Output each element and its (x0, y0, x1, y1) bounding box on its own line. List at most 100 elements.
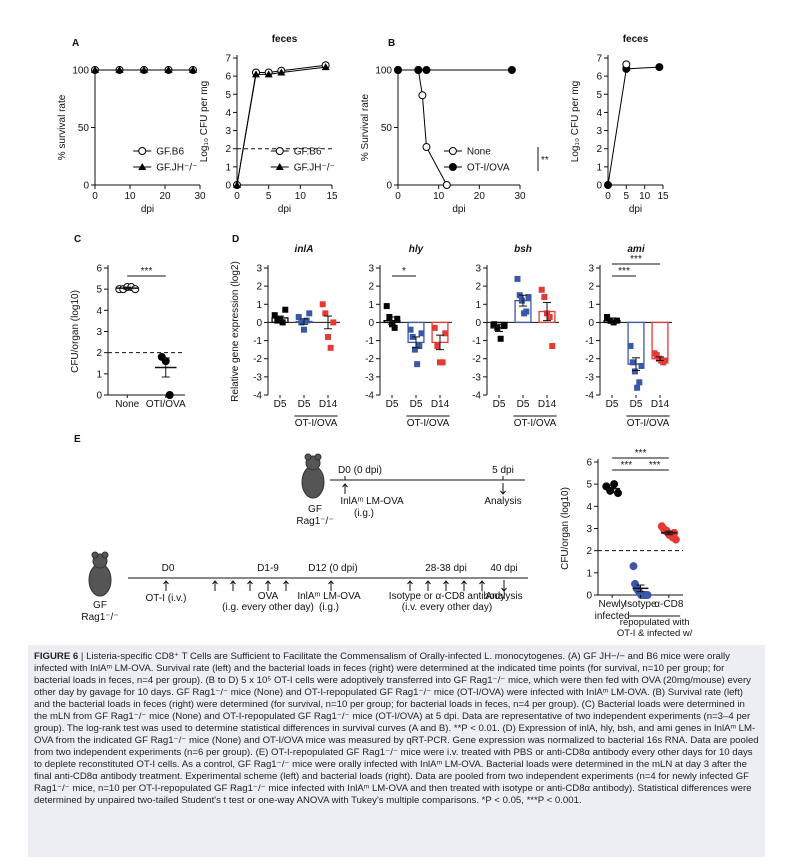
y-tick-label: -3 (585, 372, 594, 383)
scheme-label: D0 (0 dpi) (338, 465, 382, 476)
point (383, 303, 390, 310)
y-tick-label: -2 (253, 354, 262, 365)
legend-marker (448, 147, 457, 155)
y-axis-label: Relative gene expression (log2) (230, 261, 241, 402)
x-tick-label: 30 (514, 191, 526, 202)
x-tick-label: 10 (639, 191, 651, 202)
scheme-label: (i.g.) (354, 508, 374, 519)
point (541, 294, 548, 301)
point (549, 343, 556, 350)
x-tick-label: α-CD8 (654, 599, 684, 610)
group-label: OT-I/OVA (294, 418, 338, 429)
point (165, 391, 174, 399)
legend-marker (138, 147, 147, 155)
point (321, 63, 330, 71)
scheme-label: D12 (0 dpi) (308, 563, 357, 574)
point (233, 181, 241, 188)
y-tick-label: 0 (588, 318, 594, 329)
x-axis-label: dpi (141, 204, 154, 215)
arrow-head (283, 580, 289, 585)
y-tick-label: 4 (225, 108, 231, 119)
point (622, 60, 631, 69)
scheme-label: D0 (162, 563, 175, 574)
panel-letter: D (232, 234, 239, 245)
label-box: D14 (430, 399, 450, 410)
y-tick-label: 1 (96, 369, 102, 380)
point (525, 294, 532, 301)
y-tick-label: -1 (253, 336, 262, 347)
y-tick-label: 0 (83, 181, 89, 192)
x-tick-label: D14 (430, 399, 450, 410)
point (442, 330, 449, 337)
arrow-head (212, 580, 218, 585)
point (303, 317, 310, 324)
x-tick-label: None (115, 399, 140, 410)
legend-label: OT-I/OVA (467, 163, 510, 174)
y-tick-label: 6 (225, 72, 231, 83)
y-tick-label: 0 (586, 591, 592, 602)
scheme-drawing (88, 453, 528, 597)
y-tick-label: 2 (256, 282, 262, 293)
arrow-head (479, 580, 485, 585)
point (538, 286, 545, 293)
y-tick-label: 4 (586, 502, 592, 513)
label-box: Isotype (624, 599, 657, 610)
y-tick-label: 6 (596, 72, 602, 83)
point (434, 343, 441, 350)
point (613, 317, 620, 324)
comparison-label: *** (620, 460, 632, 471)
scheme-label: GF (308, 504, 322, 515)
point (330, 319, 337, 326)
point (507, 66, 516, 74)
point (282, 306, 289, 313)
y-tick-label: 4 (96, 306, 102, 317)
y-tick-label: 50 (78, 123, 90, 134)
legend-marker (275, 163, 284, 170)
arrow-head (163, 580, 169, 585)
point (407, 326, 414, 333)
point (394, 66, 402, 74)
y-tick-label: 3 (225, 126, 231, 137)
arrow-head (328, 580, 334, 585)
point (497, 335, 504, 342)
x-tick-label: Isotype (624, 599, 657, 610)
scheme-label: Rag1⁻/⁻ (296, 516, 333, 527)
y-tick-label: 7 (596, 54, 602, 65)
point (422, 143, 431, 152)
point (298, 319, 305, 326)
arrow-head (501, 587, 507, 592)
comparison-label: *** (141, 266, 153, 277)
arrow-head (407, 580, 413, 585)
y-tick-label: 3 (256, 264, 262, 275)
chart-title: ami (627, 244, 644, 255)
label-box: D5 (298, 399, 311, 410)
label-box: OT-I/OVA (294, 418, 338, 429)
point (491, 321, 498, 328)
point (439, 359, 446, 366)
point (638, 362, 645, 369)
x-tick-label: D5 (385, 399, 399, 410)
arrow-head (461, 580, 467, 585)
y-tick-label: 3 (596, 126, 602, 137)
y-tick-label: -4 (472, 391, 481, 402)
point (411, 346, 418, 353)
point (523, 308, 530, 315)
y-tick-label: 2 (586, 546, 592, 557)
arrow-head (265, 580, 271, 585)
y-tick-label: -1 (472, 336, 481, 347)
y-tick-label: 100 (375, 66, 392, 77)
y-tick-label: 50 (381, 123, 393, 134)
y-tick-label: 3 (588, 264, 594, 275)
x-tick-label: D14 (318, 399, 338, 410)
arrow-head (425, 580, 431, 585)
point (418, 91, 427, 100)
y-tick-label: -2 (585, 354, 594, 365)
x-tick-label: 0 (92, 191, 98, 202)
legend-marker (275, 147, 284, 155)
y-tick-label: 5 (596, 90, 602, 101)
point (629, 562, 638, 571)
y-tick-label: 6 (586, 458, 592, 469)
point (271, 312, 278, 319)
